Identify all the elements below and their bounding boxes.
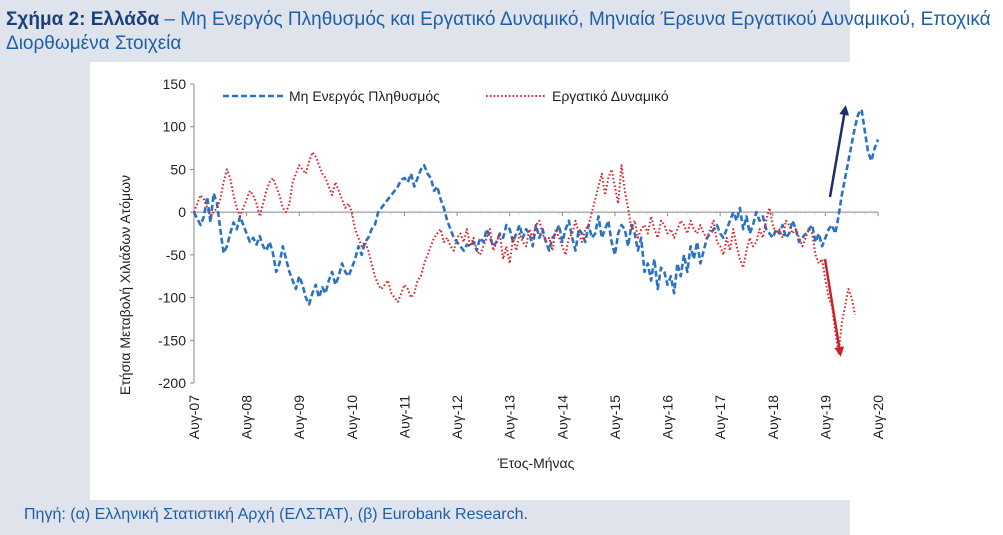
arrow-up-icon [828,105,850,198]
y-tick-label: 100 [163,119,187,135]
legend-label: Μη Ενεργός Πληθυσμός [289,88,440,104]
x-tick-label: Αυγ-15 [607,395,623,439]
series-line-inactive-population [192,108,880,306]
figure-title: Σχήμα 2: Ελλάδα – Μη Ενεργός Πληθυσμός κ… [6,8,996,56]
x-tick-label: Αυγ-08 [239,395,255,439]
x-axis-title: Έτος-Μήνας [497,455,575,471]
y-tick-label: -50 [166,247,186,263]
x-tick-label: Αυγ-17 [712,395,728,439]
legend-item-inactive-population: Μη Ενεργός Πληθυσμός [223,88,440,104]
x-tick-label: Αυγ-14 [554,395,570,439]
arrow-down-icon [823,258,845,357]
y-tick-label: -200 [158,375,186,391]
x-tick-label: Αυγ-13 [502,395,518,439]
y-axis-title: Ετήσια Μεταβολή Χιλιάδων Ατόμων [117,175,133,395]
x-tick-label: Αυγ-20 [870,395,886,439]
y-tick-label: 50 [170,161,186,177]
x-tick-label: Αυγ-11 [396,395,412,438]
x-tick-label: Αυγ-19 [817,395,833,439]
figure-title-text: – Μη Ενεργός Πληθυσμός και Εργατικό Δυνα… [6,9,991,54]
chart-card: 150 100 50 0 -50 -100 -150 -200 Αυγ-07 Αυγ-08 Αυγ-… [90,62,906,500]
x-tick-label: Αυγ-18 [765,395,781,439]
x-tick-label: Αυγ-07 [186,395,202,439]
y-tick-label: -150 [158,332,186,348]
legend-item-labour-force: Εργατικό Δυναμικό [486,88,669,104]
series-line-labour-force [193,151,856,355]
legend-label: Εργατικό Δυναμικό [552,88,669,104]
x-tick-label: Αυγ-09 [291,395,307,439]
y-tick-label: -100 [158,290,186,306]
source-note: Πηγή: (α) Ελληνική Στατιστική Αρχή (ΕΛΣΤ… [24,506,528,523]
y-tick-label: 0 [178,204,186,220]
x-tick-label: Αυγ-16 [660,395,676,439]
x-tick-label: Αυγ-10 [344,395,360,439]
x-tick-label: Αυγ-12 [449,395,465,439]
y-tick-label: 150 [163,76,187,92]
figure-title-number: Σχήμα 2: Ελλάδα [6,9,160,30]
